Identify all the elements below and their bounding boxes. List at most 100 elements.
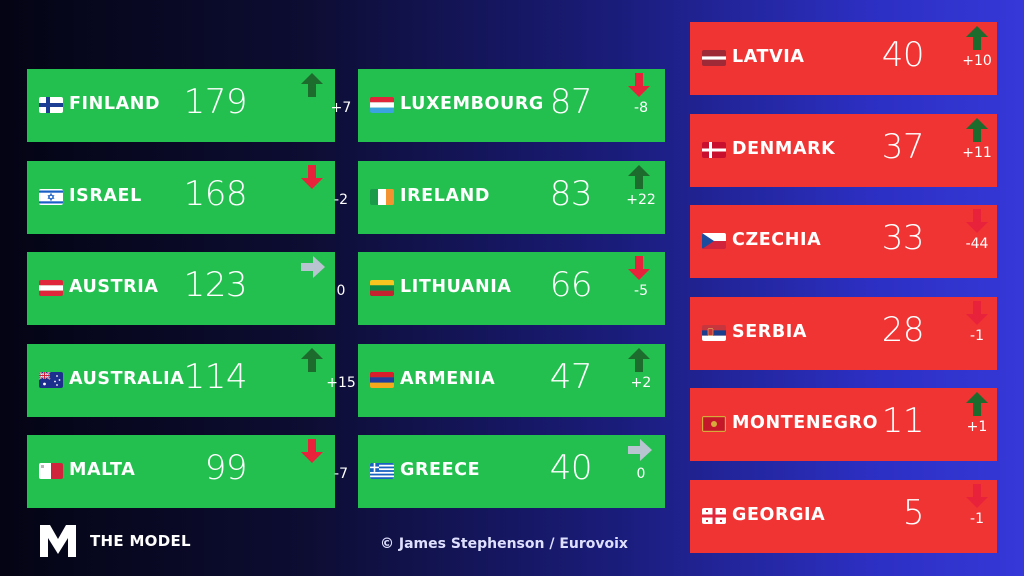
- score-value: 114: [183, 357, 248, 397]
- flag-czechia-icon: [702, 233, 726, 249]
- score-value: 37: [881, 127, 925, 167]
- trend-down-arrow-icon: [628, 73, 650, 97]
- m-logo-icon: [40, 525, 76, 557]
- trend-up-arrow-icon: [628, 348, 650, 372]
- flag-malta-icon: [39, 463, 63, 479]
- score-value: 28: [881, 310, 925, 350]
- trend-down-arrow-icon: [301, 439, 323, 463]
- trend-up-arrow-icon: [301, 73, 323, 97]
- country-card-czechia: CZECHIA 33 -44: [690, 205, 997, 278]
- country-name: AUSTRALIA: [69, 369, 185, 389]
- country-card-greece: GREECE 40 0: [358, 435, 665, 508]
- flag-lithuania-icon: [370, 280, 394, 296]
- flag-denmark-icon: [702, 142, 726, 158]
- score-change: +7: [330, 100, 352, 116]
- score-value: 40: [881, 35, 925, 75]
- country-name: LATVIA: [732, 47, 805, 67]
- score-change: -7: [334, 466, 348, 482]
- logo-label: THE MODEL: [90, 532, 191, 550]
- score-change: -1: [970, 328, 984, 344]
- country-name: FINLAND: [69, 94, 161, 114]
- country-card-austria: AUSTRIA 123 0: [27, 252, 345, 325]
- flag-greece-icon: [370, 463, 394, 479]
- country-name: ARMENIA: [400, 369, 496, 389]
- country-name: CZECHIA: [732, 230, 822, 250]
- score-value: 179: [183, 82, 248, 122]
- score-value: 40: [549, 448, 593, 488]
- trend-up-arrow-icon: [966, 392, 988, 416]
- trend-down-arrow-icon: [966, 301, 988, 325]
- country-name: ISRAEL: [69, 186, 142, 206]
- country-card-georgia: GEORGIA 5 -1: [690, 480, 997, 553]
- the-model-logo: THE MODEL: [38, 524, 191, 558]
- score-change: +11: [962, 145, 992, 161]
- score-value: 66: [549, 265, 593, 305]
- trend-down-arrow-icon: [966, 484, 988, 508]
- country-name: IRELAND: [400, 186, 491, 206]
- country-name: AUSTRIA: [69, 277, 159, 297]
- flag-montenegro-icon: [702, 416, 726, 432]
- score-value: 168: [183, 174, 248, 214]
- score-change: 0: [636, 466, 646, 482]
- score-change: -44: [965, 236, 989, 252]
- country-name: LUXEMBOURG: [400, 94, 544, 114]
- trend-same-arrow-icon: [628, 439, 652, 463]
- country-card-montenegro: MONTENEGRO 11 +1: [690, 388, 997, 461]
- country-name: DENMARK: [732, 139, 836, 159]
- score-change: -5: [634, 283, 648, 299]
- photo-credit: © James Stephenson / Eurovoix: [380, 536, 628, 552]
- country-card-israel: ISRAEL 168 -2: [27, 161, 348, 234]
- trend-same-arrow-icon: [301, 256, 325, 280]
- country-name: LITHUANIA: [400, 277, 512, 297]
- country-card-denmark: DENMARK 37 +11: [690, 114, 997, 187]
- country-card-armenia: ARMENIA 47 +2: [358, 344, 665, 417]
- trend-up-arrow-icon: [966, 118, 988, 142]
- score-change: +1: [966, 419, 988, 435]
- score-value: 33: [881, 218, 925, 258]
- flag-serbia-icon: [702, 325, 726, 341]
- flag-georgia-icon: [702, 508, 726, 524]
- country-card-latvia: LATVIA 40 +10: [690, 22, 997, 95]
- score-value: 87: [549, 82, 593, 122]
- score-change: +10: [962, 53, 992, 69]
- trend-down-arrow-icon: [301, 165, 323, 189]
- score-change: +15: [326, 375, 356, 391]
- flag-ireland-icon: [370, 189, 394, 205]
- country-name: GEORGIA: [732, 505, 826, 525]
- flag-australia-icon: [39, 372, 63, 388]
- flag-latvia-icon: [702, 50, 726, 66]
- country-card-serbia: SERBIA 28 -1: [690, 297, 997, 370]
- score-change: 0: [336, 283, 346, 299]
- trend-up-arrow-icon: [301, 348, 323, 372]
- score-value: 47: [549, 357, 593, 397]
- country-card-lithuania: LITHUANIA 66 -5: [358, 252, 665, 325]
- flag-finland-icon: [39, 97, 63, 113]
- trend-down-arrow-icon: [966, 209, 988, 233]
- score-change: +22: [626, 192, 656, 208]
- country-name: SERBIA: [732, 322, 808, 342]
- score-change: -1: [970, 511, 984, 527]
- country-card-australia: AUSTRALIA 114 +15: [27, 344, 356, 417]
- country-card-finland: FINLAND 179 +7: [27, 69, 351, 142]
- trend-up-arrow-icon: [628, 165, 650, 189]
- flag-armenia-icon: [370, 372, 394, 388]
- score-change: +2: [630, 375, 652, 391]
- flag-austria-icon: [39, 280, 63, 296]
- country-card-ireland: IRELAND 83 +22: [358, 161, 665, 234]
- flag-israel-icon: [39, 189, 63, 205]
- flag-luxembourg-icon: [370, 97, 394, 113]
- country-card-malta: MALTA 99 -7: [27, 435, 348, 508]
- score-value: 5: [902, 493, 925, 533]
- score-change: -8: [634, 100, 648, 116]
- trend-up-arrow-icon: [966, 26, 988, 50]
- country-name: MONTENEGRO: [732, 413, 879, 433]
- score-value: 123: [183, 265, 248, 305]
- score-value: 11: [881, 401, 925, 441]
- country-name: GREECE: [400, 460, 481, 480]
- country-card-luxembourg: LUXEMBOURG 87 -8: [358, 69, 665, 142]
- trend-down-arrow-icon: [628, 256, 650, 280]
- score-value: 99: [204, 448, 248, 488]
- score-value: 83: [549, 174, 593, 214]
- score-change: -2: [334, 192, 348, 208]
- country-name: MALTA: [69, 460, 136, 480]
